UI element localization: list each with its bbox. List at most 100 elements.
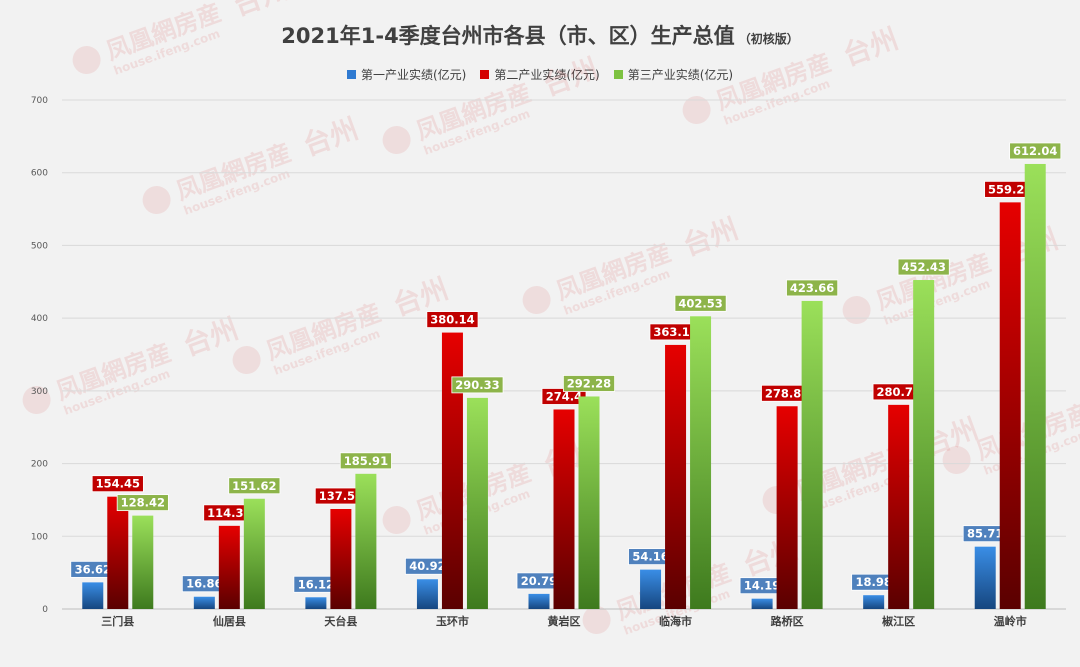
- x-axis: 三门县 仙居县 天台县 玉环市 黄岩区 临海市 路桥区 椒江区 温岭市: [101, 614, 1026, 628]
- legend-label-tertiary: 第三产业实绩(亿元): [627, 68, 734, 82]
- data-label-box: [228, 477, 281, 495]
- data-label: 40.92: [409, 559, 445, 573]
- bar: [330, 509, 352, 609]
- data-label: 36.62: [75, 562, 111, 576]
- data-label: 452.43: [901, 260, 945, 274]
- data-label: 280.74: [876, 385, 920, 399]
- data-label: 114.36: [207, 506, 251, 520]
- category-label: 黄岩区: [548, 614, 581, 628]
- category-label: 临海市: [659, 614, 692, 628]
- bar: [82, 582, 104, 609]
- bar: [776, 406, 798, 609]
- bar: [107, 496, 129, 609]
- bar: [999, 202, 1021, 609]
- bar: [553, 409, 575, 609]
- chart-title: 2021年1-4季度台州市各县（市、区）生产总值 （初核版）: [0, 20, 1080, 50]
- data-label-box: [563, 375, 616, 392]
- watermark-city: 台州: [679, 212, 743, 262]
- bar: [243, 498, 265, 609]
- bar: [974, 546, 996, 609]
- y-axis: 0 100 200 300 400 500 600 700: [31, 96, 48, 615]
- bar: [528, 593, 550, 609]
- data-label-box: [451, 376, 504, 394]
- data-label-box: [339, 452, 392, 470]
- legend-item-secondary: 第二产业实绩(亿元): [480, 66, 600, 83]
- legend-swatch-primary: [346, 70, 356, 79]
- bar: [640, 569, 662, 609]
- bar: [441, 332, 463, 609]
- data-label: 290.33: [455, 378, 499, 392]
- category-label: 椒江区: [882, 614, 915, 628]
- legend-item-tertiary: 第三产业实绩(亿元): [613, 66, 734, 83]
- data-label: 559.22: [988, 182, 1032, 196]
- data-label: 128.42: [121, 496, 165, 510]
- data-label: 292.28: [567, 376, 611, 390]
- legend-swatch-tertiary: [613, 70, 623, 79]
- category-label: 仙居县: [213, 614, 246, 628]
- data-label-box: [897, 258, 950, 276]
- chart-title-text: 2021年1-4季度台州市各县（市、区）生产总值: [281, 24, 735, 48]
- data-label-box: [1009, 142, 1062, 160]
- data-label: 278.82: [765, 386, 809, 400]
- data-label: 18.98: [855, 575, 891, 589]
- data-label: 274.4: [546, 389, 582, 403]
- data-label: 85.71: [967, 527, 1003, 541]
- data-label: 151.62: [232, 479, 276, 493]
- bar: [751, 598, 773, 609]
- y-tick-label: 500: [31, 241, 48, 251]
- bar: [665, 344, 687, 609]
- bar: [1024, 163, 1046, 610]
- data-label-box: [786, 279, 839, 297]
- data-label: 14.19: [744, 579, 780, 593]
- bar: [690, 316, 712, 609]
- category-label: 路桥区: [771, 614, 804, 628]
- category-label: 玉环市: [436, 614, 469, 628]
- y-tick-label: 100: [31, 532, 48, 542]
- bar: [305, 597, 327, 609]
- data-label: 137.52: [319, 489, 363, 503]
- legend: 第一产业实绩(亿元) 第二产业实绩(亿元) 第三产业实绩(亿元): [0, 66, 1080, 83]
- bar: [466, 397, 488, 609]
- legend-label-primary: 第一产业实绩(亿元): [360, 68, 467, 82]
- data-label: 154.45: [96, 477, 140, 491]
- watermark-city: 台州: [539, 52, 603, 102]
- y-tick-label: 0: [42, 605, 48, 615]
- y-tick-label: 700: [31, 96, 48, 106]
- category-label: 三门县: [101, 614, 134, 628]
- data-label: 423.66: [790, 281, 834, 295]
- data-label-box: [426, 311, 479, 328]
- bar: [801, 300, 823, 609]
- data-label-box: [91, 475, 144, 493]
- data-label: 363.18: [653, 325, 697, 339]
- y-tick-label: 600: [31, 169, 48, 179]
- y-tick-label: 300: [31, 387, 48, 397]
- bar: [863, 595, 885, 609]
- watermark-city: 台州: [229, 0, 293, 22]
- y-tick-label: 200: [31, 460, 48, 470]
- bar: [578, 396, 600, 609]
- watermark-city: 台州: [299, 112, 363, 162]
- bar: [218, 525, 240, 609]
- bar: [132, 515, 154, 609]
- bar: [913, 280, 935, 609]
- watermark-city: 台州: [839, 22, 903, 72]
- category-label: 天台县: [324, 614, 357, 628]
- bar: [888, 404, 910, 609]
- bar: [355, 473, 377, 609]
- legend-label-secondary: 第二产业实绩(亿元): [494, 68, 600, 82]
- data-label: 16.12: [298, 577, 334, 591]
- bar: [193, 596, 215, 609]
- data-label: 185.91: [344, 454, 388, 468]
- chart-subtitle: （初核版）: [738, 32, 799, 46]
- data-label: 380.14: [430, 313, 474, 327]
- data-label: 612.04: [1013, 144, 1057, 158]
- category-label: 温岭市: [994, 614, 1027, 628]
